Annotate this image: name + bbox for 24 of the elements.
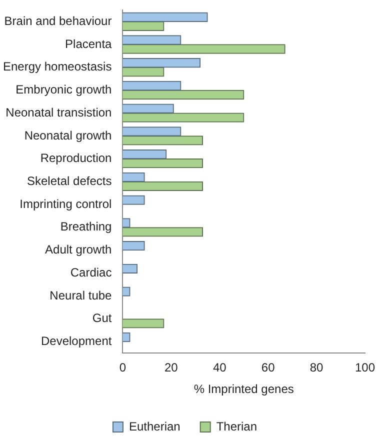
y-tick-label: Gut <box>92 311 112 326</box>
y-tick-label: Neural tube <box>50 288 112 302</box>
x-tick-label: 20 <box>164 360 178 375</box>
y-tick-label: Skeletal defects <box>27 174 112 188</box>
y-tick-label: Adult growth <box>45 242 112 257</box>
legend-label: Therian <box>216 419 258 434</box>
y-tick-label: Energy homeostasis <box>2 60 112 74</box>
y-tick-label: Development <box>41 334 112 348</box>
x-tick-label: 100 <box>354 360 376 375</box>
x-axis-title: % Imprinted genes <box>194 382 294 396</box>
x-tick-label: 40 <box>212 360 227 375</box>
y-tick-label: Reproduction <box>40 151 112 166</box>
y-tick-label: Imprinting control <box>20 196 112 211</box>
y-tick-label: Placenta <box>65 36 112 51</box>
x-tick-label: 60 <box>261 360 276 375</box>
legend-label: Eutherian <box>128 419 180 434</box>
x-tick-label: 80 <box>310 360 324 375</box>
y-tick-label: Neonatal growth <box>24 128 112 142</box>
y-tick-label: Brain and behaviour <box>4 14 112 28</box>
y-tick-label: Embryonic growth <box>16 82 112 97</box>
y-tick-label: Neonatal transistion <box>6 105 112 120</box>
y-tick-label: Cardiac <box>70 265 112 280</box>
x-tick-label: 0 <box>119 360 126 375</box>
y-tick-label: Breathing <box>60 220 112 234</box>
